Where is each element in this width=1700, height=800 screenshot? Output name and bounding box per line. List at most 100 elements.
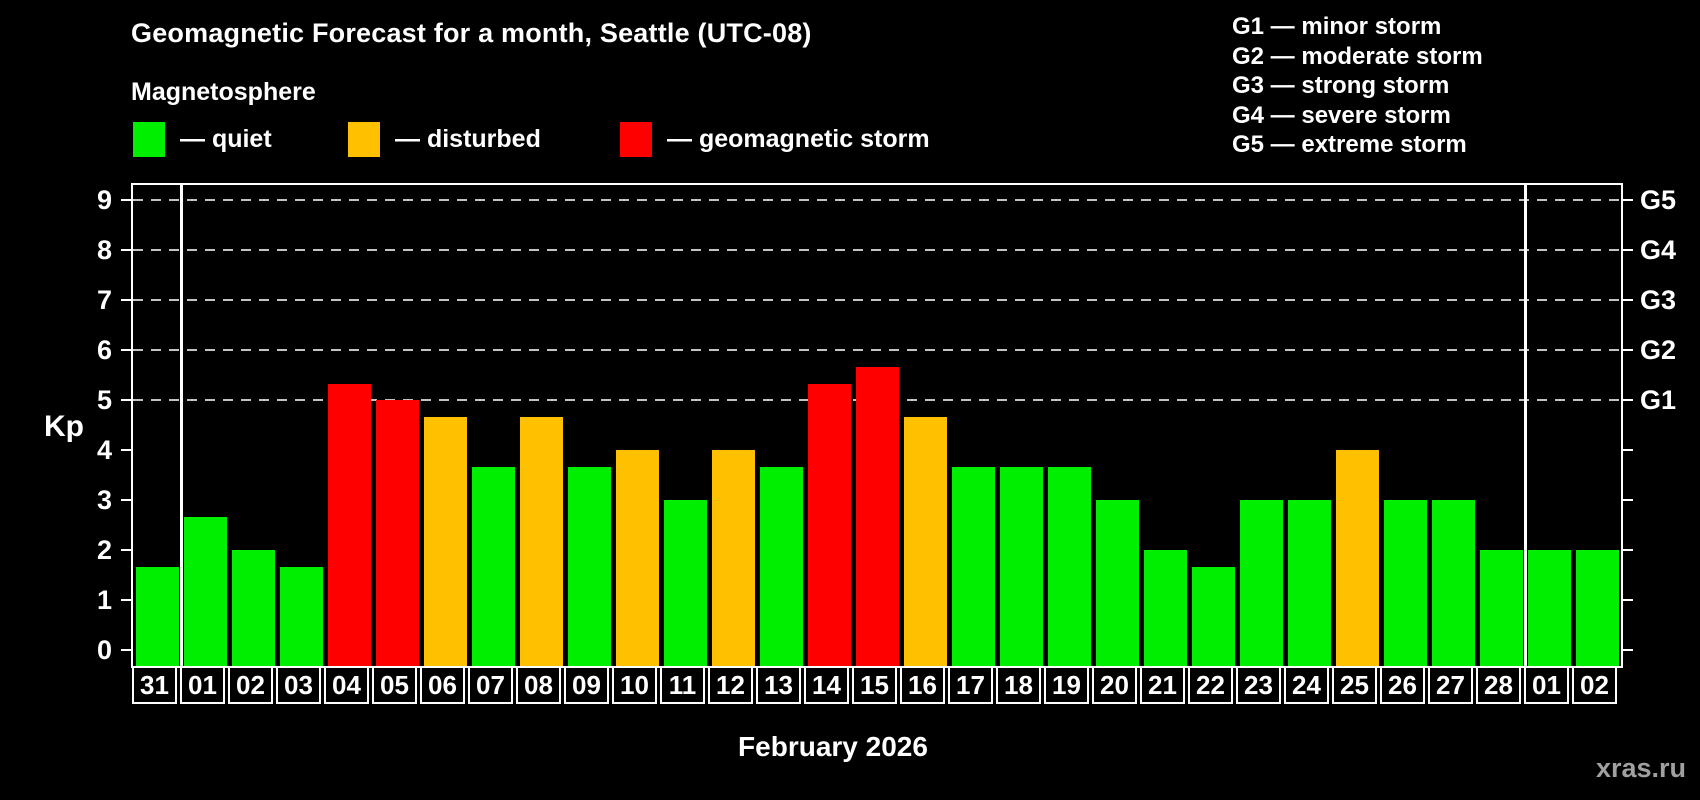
y-axis-tick-left xyxy=(121,649,131,651)
right-axis-label-g1: G1 xyxy=(1640,385,1677,415)
legend-swatch-disturbed xyxy=(348,121,380,157)
bar-day-15 xyxy=(855,366,899,666)
gridline-kp-8 xyxy=(133,249,1621,251)
right-axis-label-g2: G2 xyxy=(1640,335,1677,365)
day-label-10: 10 xyxy=(612,666,657,704)
day-label-28: 28 xyxy=(1476,666,1521,704)
bar-day-25 xyxy=(1335,450,1379,666)
storm-scale-item: G1 — minor storm xyxy=(1232,13,1442,40)
y-tick-label-6: 6 xyxy=(96,335,112,365)
y-axis-tick-right xyxy=(1623,449,1633,451)
x-axis-day-labels: 31 01 02 03 04 05 06 07 08 09 10 11 12 13 14 15 16 17 18 19… xyxy=(131,666,1623,704)
storm-scale-item: G3 — strong storm xyxy=(1232,72,1450,99)
y-tick-label-4: 4 xyxy=(96,435,112,465)
legend-swatch-storm xyxy=(620,121,652,157)
bar-day-03 xyxy=(279,566,323,666)
bar-day-27 xyxy=(1431,500,1475,666)
y-axis-tick-left xyxy=(121,349,131,351)
day-label-18: 18 xyxy=(996,666,1041,704)
bar-day-09 xyxy=(567,466,611,666)
day-label-25: 25 xyxy=(1332,666,1377,704)
day-label-15: 15 xyxy=(852,666,897,704)
y-axis-label: Kp xyxy=(44,410,84,443)
bar-day-17 xyxy=(951,466,995,666)
y-axis-tick-right xyxy=(1623,499,1633,501)
bar-day-22 xyxy=(1191,566,1235,666)
day-label-31: 31 xyxy=(132,666,177,704)
day-label-23: 23 xyxy=(1236,666,1281,704)
legend-item-quiet: — quiet xyxy=(133,121,272,157)
bar-day-16 xyxy=(903,416,947,666)
bar-day-10 xyxy=(615,450,659,666)
legend-label-disturbed: — disturbed xyxy=(395,124,541,153)
y-axis-tick-right xyxy=(1623,599,1633,601)
bar-day-12 xyxy=(711,450,755,666)
y-tick-label-9: 9 xyxy=(96,185,112,215)
y-axis-tick-right xyxy=(1623,649,1633,651)
day-label-22: 22 xyxy=(1188,666,1233,704)
bar-day-21 xyxy=(1143,550,1187,666)
day-label-02: 02 xyxy=(228,666,273,704)
day-label-27: 27 xyxy=(1428,666,1473,704)
day-label-11: 11 xyxy=(660,666,705,704)
bar-day-06 xyxy=(423,416,467,666)
y-tick-label-0: 0 xyxy=(96,635,112,665)
bar-day-28 xyxy=(1479,550,1523,666)
day-label-04: 04 xyxy=(324,666,369,704)
bar-day-14 xyxy=(807,383,851,666)
day-label-19: 19 xyxy=(1044,666,1089,704)
day-label-07: 07 xyxy=(468,666,513,704)
right-axis-label-g3: G3 xyxy=(1640,285,1677,315)
bar-day-02 xyxy=(1575,550,1619,666)
y-axis-tick-left xyxy=(121,549,131,551)
gridline-kp-6 xyxy=(133,349,1621,351)
plot-area xyxy=(131,183,1623,668)
y-tick-label-8: 8 xyxy=(96,235,112,265)
legend-swatch-quiet xyxy=(133,121,165,157)
bar-day-01 xyxy=(1527,550,1571,666)
y-tick-label-7: 7 xyxy=(96,285,112,315)
bar-day-26 xyxy=(1383,500,1427,666)
y-axis-tick-left xyxy=(121,449,131,451)
right-axis-label-g5: G5 xyxy=(1640,185,1677,215)
y-axis-tick-left xyxy=(121,299,131,301)
bar-day-24 xyxy=(1287,500,1331,666)
day-label-24: 24 xyxy=(1284,666,1329,704)
bar-day-19 xyxy=(1047,466,1091,666)
right-axis-label-g4: G4 xyxy=(1640,235,1677,265)
y-tick-label-2: 2 xyxy=(96,535,112,565)
bar-day-23 xyxy=(1239,500,1283,666)
y-axis-tick-left xyxy=(121,399,131,401)
y-axis-tick-left xyxy=(121,199,131,201)
day-label-03: 03 xyxy=(276,666,321,704)
gridline-kp-9 xyxy=(133,199,1621,201)
storm-scale-item: G4 — severe storm xyxy=(1232,101,1451,129)
month-separator xyxy=(179,185,183,666)
month-separator xyxy=(1523,185,1527,666)
day-label-06: 06 xyxy=(420,666,465,704)
bar-day-18 xyxy=(999,466,1043,666)
watermark: xras.ru xyxy=(1595,753,1686,783)
bar-day-08 xyxy=(519,416,563,666)
bar-day-07 xyxy=(471,466,515,666)
day-label-26: 26 xyxy=(1380,666,1425,704)
day-label-20: 20 xyxy=(1092,666,1137,704)
day-label-14: 14 xyxy=(804,666,849,704)
legend-label-storm: — geomagnetic storm xyxy=(667,124,930,153)
bar-day-11 xyxy=(663,500,707,666)
bar-day-01 xyxy=(183,516,227,666)
storm-scale-legend: G1 — minor storm G2 — moderate storm G3 — … xyxy=(1232,12,1483,160)
bar-day-31 xyxy=(135,566,179,666)
day-label-17: 17 xyxy=(948,666,993,704)
day-label-05: 05 xyxy=(372,666,417,704)
bar-day-04 xyxy=(327,383,371,666)
y-axis-tick-right xyxy=(1623,249,1633,251)
y-tick-label-5: 5 xyxy=(96,385,112,415)
legend-item-storm: — geomagnetic storm xyxy=(620,121,930,157)
storm-scale-item: G2 — moderate storm xyxy=(1232,42,1483,70)
y-axis-tick-left xyxy=(121,599,131,601)
bar-day-02 xyxy=(231,550,275,666)
day-label-08: 08 xyxy=(516,666,561,704)
legend-label-quiet: — quiet xyxy=(180,124,272,153)
